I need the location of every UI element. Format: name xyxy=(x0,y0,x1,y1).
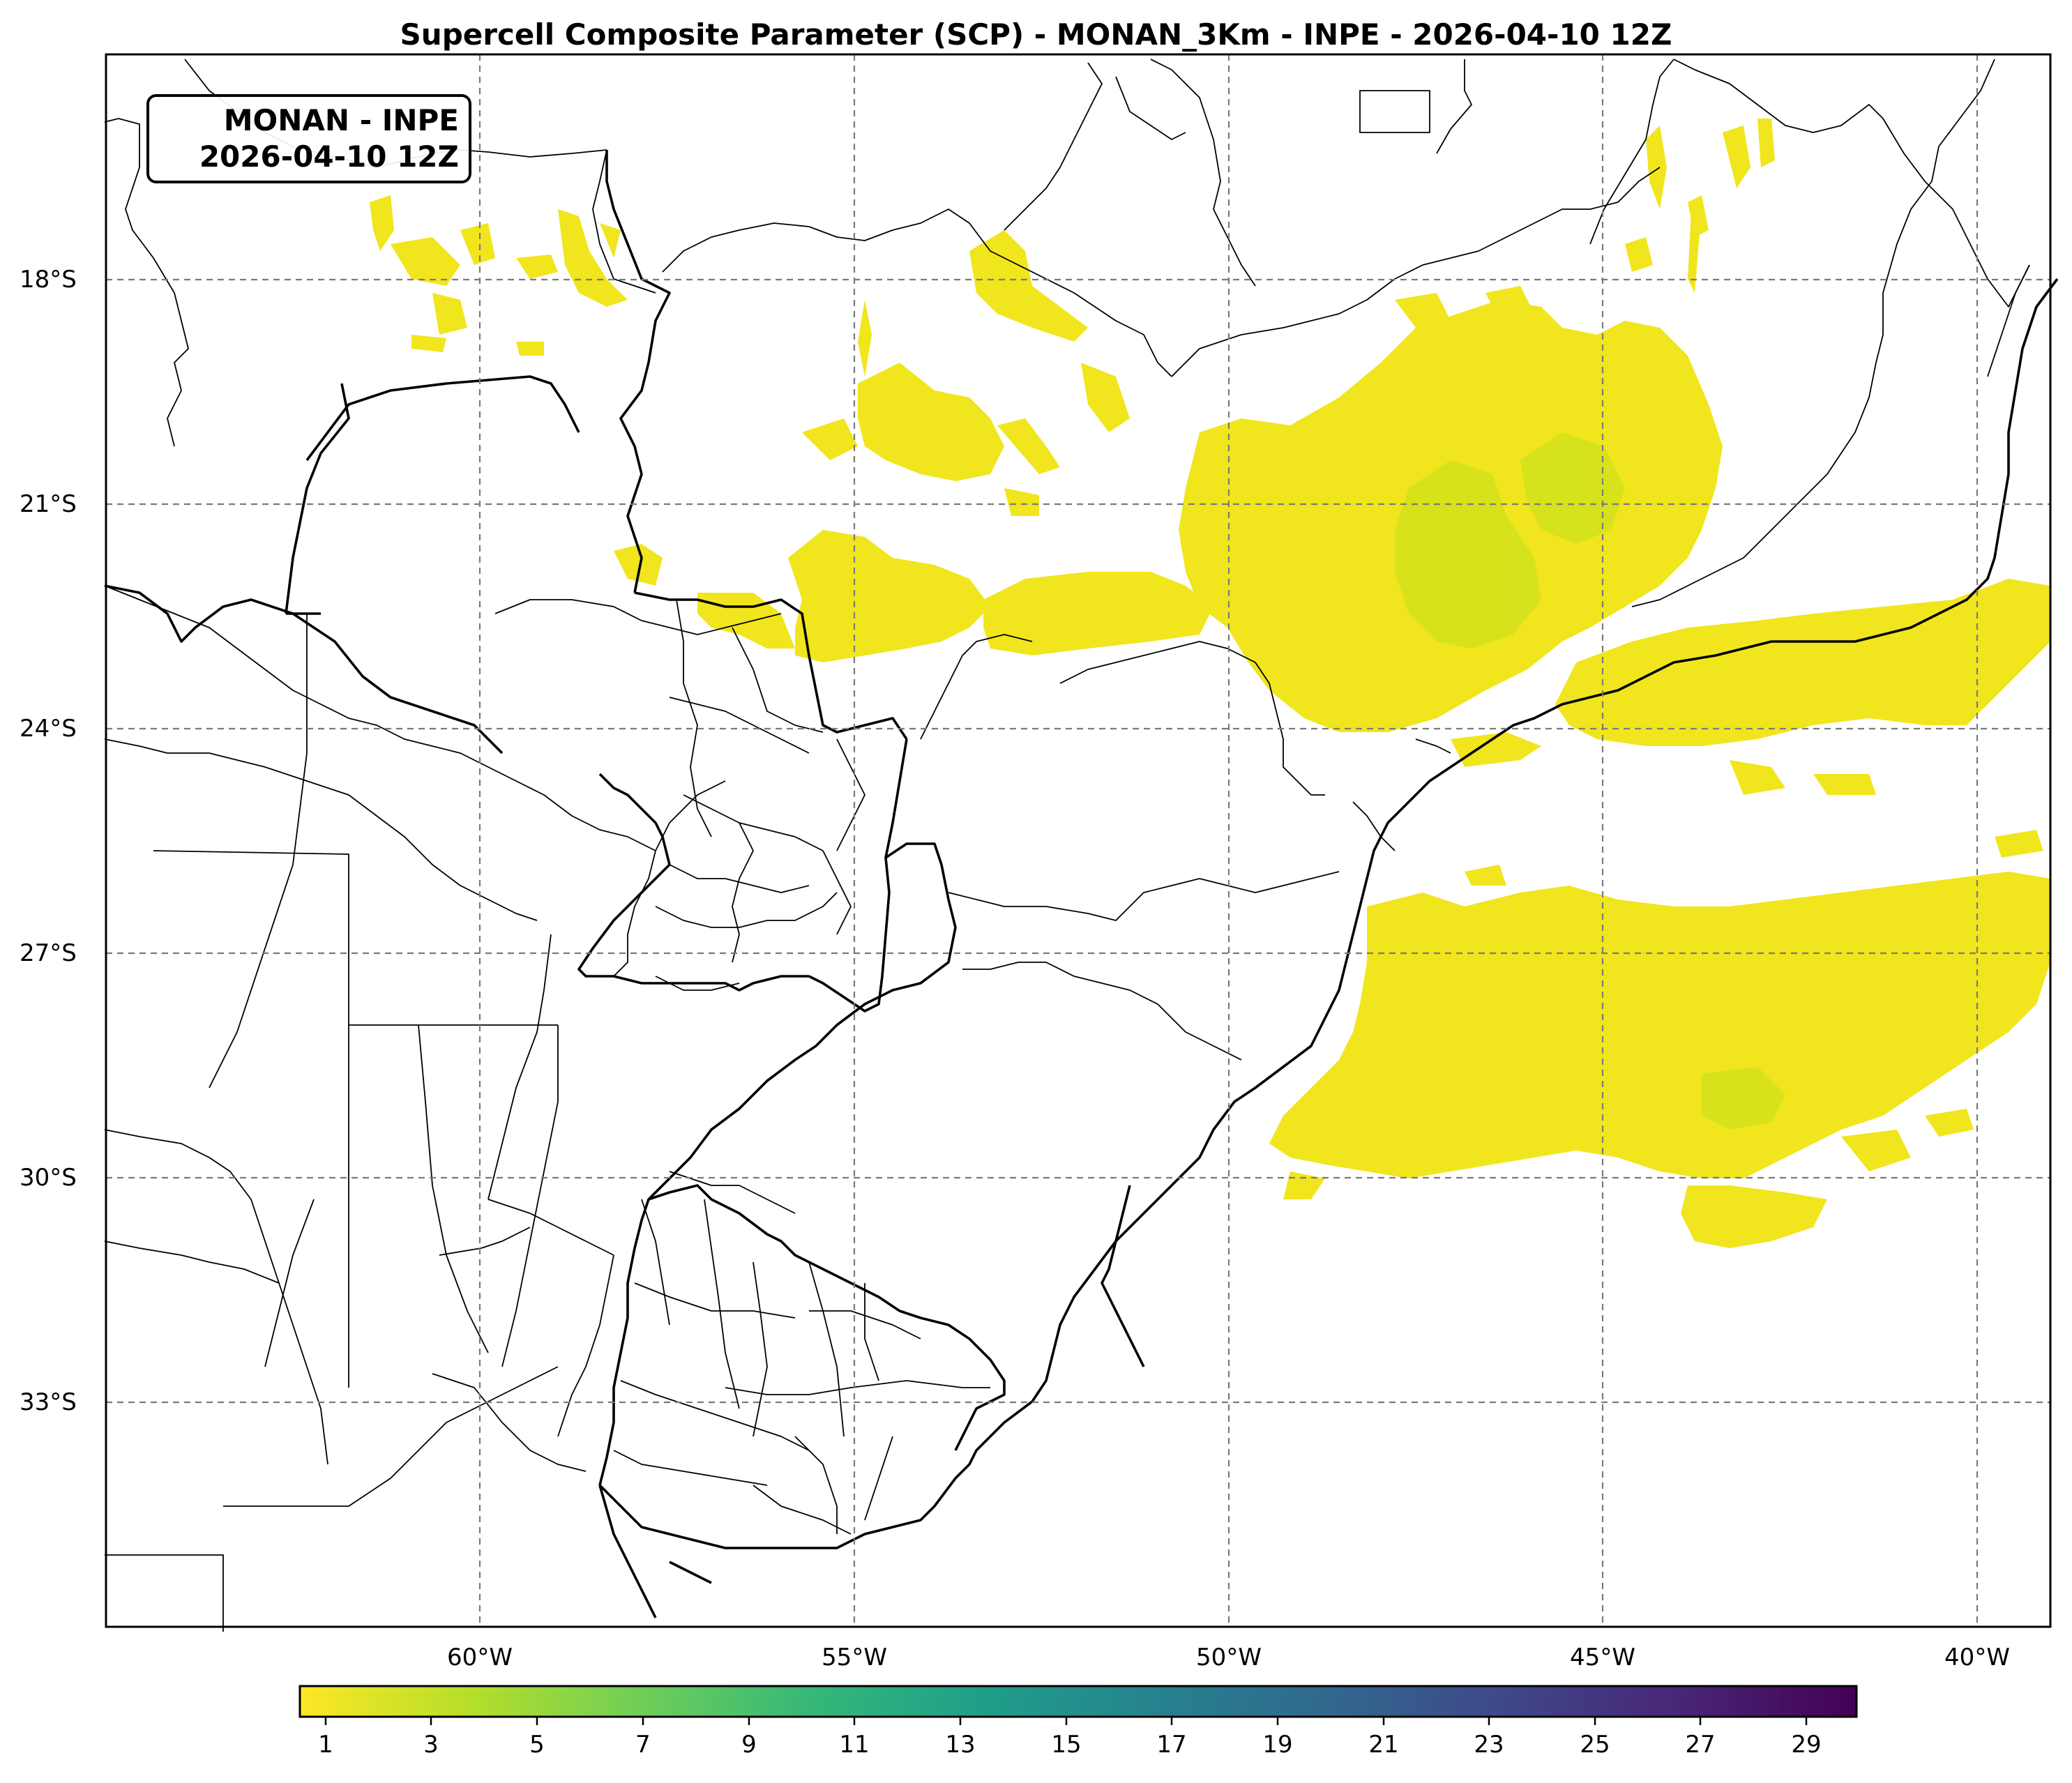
map-frame xyxy=(105,53,2052,1628)
lat-tick-label: 18°S xyxy=(20,266,77,294)
lon-tick-label: 55°W xyxy=(822,1644,887,1671)
lat-tick-label: 30°S xyxy=(20,1164,77,1192)
graticule xyxy=(106,54,2050,1627)
colorbar-tick-label: 17 xyxy=(1156,1731,1187,1759)
lat-tick-label: 24°S xyxy=(20,715,77,743)
colorbar-tick-label: 19 xyxy=(1262,1731,1293,1759)
lat-tick-label: 33°S xyxy=(20,1388,77,1416)
colorbar-tick-label: 15 xyxy=(1051,1731,1082,1759)
colorbar-tick-label: 25 xyxy=(1580,1731,1610,1759)
colorbar-tick-label: 5 xyxy=(529,1731,545,1759)
lat-tick-label: 27°S xyxy=(20,939,77,967)
colorbar-tick-label: 23 xyxy=(1474,1731,1504,1759)
lat-tick-label: 21°S xyxy=(20,490,77,518)
colorbar-tick-label: 11 xyxy=(839,1731,870,1759)
scp-field-core xyxy=(1395,432,1785,1130)
colorbar-tick-label: 7 xyxy=(635,1731,651,1759)
lon-tick-label: 50°W xyxy=(1196,1644,1262,1671)
coastline-and-national-borders xyxy=(104,150,2059,1618)
lon-tick-label: 40°W xyxy=(1944,1644,2010,1671)
colorbar-tick-label: 9 xyxy=(741,1731,757,1759)
model-label-line2: 2026-04-10 12Z xyxy=(199,139,459,174)
colorbar-tick-label: 3 xyxy=(423,1731,439,1759)
scp-field xyxy=(370,119,2050,1248)
lon-tick-label: 45°W xyxy=(1570,1644,1635,1671)
model-label-box: MONAN - INPE 2026-04-10 12Z xyxy=(146,94,471,183)
colorbar xyxy=(298,1685,1858,1718)
colorbar-tick-label: 27 xyxy=(1685,1731,1716,1759)
colorbar-tick-label: 13 xyxy=(945,1731,976,1759)
lon-tick-label: 60°W xyxy=(447,1644,513,1671)
colorbar-tick-label: 21 xyxy=(1368,1731,1399,1759)
model-label-line1: MONAN - INPE xyxy=(223,103,459,137)
colorbar-tick-label: 29 xyxy=(1791,1731,1822,1759)
colorbar-ticks xyxy=(324,1717,1808,1725)
map-title: Supercell Composite Parameter (SCP) - MO… xyxy=(400,17,1672,52)
political-borders xyxy=(104,59,2030,1632)
colorbar-tick-label: 1 xyxy=(318,1731,333,1759)
